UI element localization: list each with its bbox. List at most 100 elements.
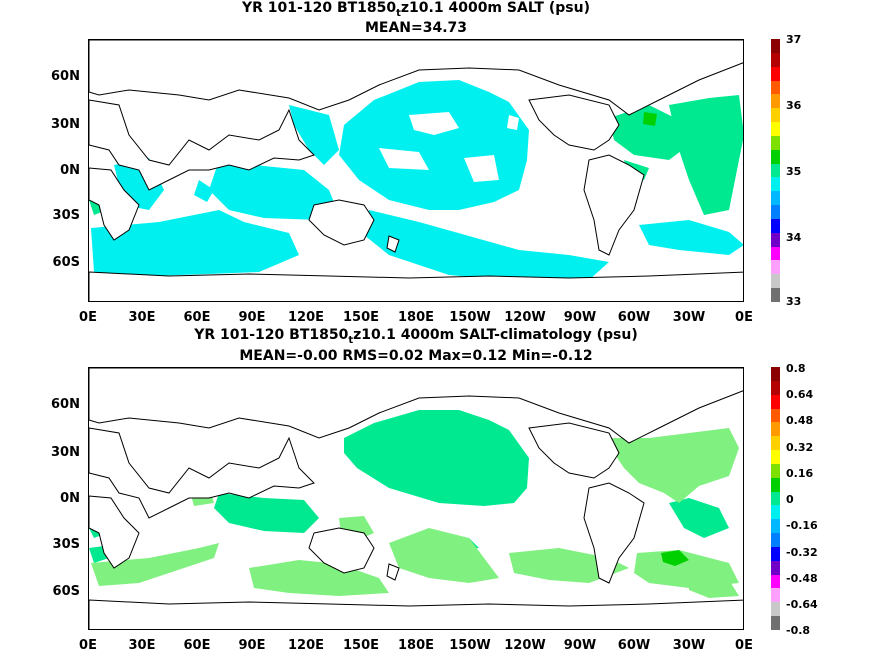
colorbar-segment (771, 588, 780, 603)
colorbar-segment (771, 177, 780, 192)
lon-label: 180E (397, 638, 435, 653)
panel2-subtitle: MEAN=-0.00 RMS=0.02 Max=0.12 Min=-0.12 (239, 348, 593, 364)
lon-label: 90E (238, 310, 266, 325)
lat-label: 60S (52, 255, 80, 270)
panel2-continents (89, 368, 743, 629)
lon-label: 30W (672, 638, 706, 653)
lon-label: 150W (449, 638, 491, 653)
colorbar-segment (771, 491, 780, 506)
colorbar-segment (771, 232, 780, 248)
colorbar-segment (771, 477, 780, 493)
colorbar-segment (771, 191, 780, 206)
panel1-subtitle: MEAN=34.73 (364, 20, 468, 36)
lat-label: 60N (51, 397, 80, 412)
colorbar-segment (771, 122, 780, 137)
colorbar-segment (771, 39, 780, 54)
colorbar-segment (771, 533, 780, 548)
lon-label: 60W (617, 638, 651, 653)
lat-label: 60N (51, 69, 80, 84)
lon-label: 120E (287, 638, 325, 653)
lon-label: 150E (342, 638, 380, 653)
colorbar-label: 33 (786, 295, 802, 308)
lon-label: 90W (563, 310, 597, 325)
panel1-colorbar (771, 39, 780, 303)
lon-label: 30E (128, 310, 156, 325)
colorbar-segment (771, 436, 780, 451)
panel2-map (88, 367, 744, 630)
panel1-high-salinity-field (89, 95, 743, 215)
colorbar-label: -0.32 (786, 546, 818, 559)
colorbar-segment (771, 546, 780, 562)
colorbar-segment (771, 108, 780, 123)
lon-label: 120W (504, 638, 546, 653)
colorbar-segment (771, 367, 780, 382)
lon-label: 30E (128, 638, 156, 653)
lon-label: 180E (397, 310, 435, 325)
colorbar-label: 34 (786, 231, 802, 244)
panel2-anomaly-field-green (661, 550, 689, 566)
panel2-title: YR 101-120 BT1850tz10.1 4000m SALT-clima… (194, 327, 638, 346)
lon-label: 60W (617, 310, 651, 325)
colorbar-label: -0.8 (786, 624, 811, 637)
colorbar-segment (771, 135, 780, 151)
colorbar-segment (771, 394, 780, 409)
colorbar-segment (771, 274, 780, 289)
panel1-map (88, 39, 744, 302)
colorbar-segment (771, 505, 780, 520)
colorbar-segment (771, 408, 780, 423)
colorbar-segment (771, 560, 780, 576)
lon-label: 60E (183, 310, 211, 325)
colorbar-segment (771, 205, 780, 220)
colorbar-segment (771, 80, 780, 95)
lat-label: 60S (52, 584, 80, 599)
colorbar-segment (771, 574, 780, 589)
lon-label: 120W (504, 310, 546, 325)
colorbar-label: 0.8 (786, 362, 806, 375)
panel1-title: YR 101-120 BT1850tz10.1 4000m SALT (psu) (242, 0, 590, 19)
colorbar-segment (771, 149, 780, 165)
colorbar-segment (771, 246, 780, 261)
colorbar-segment (771, 519, 780, 534)
lon-label: 0E (735, 638, 753, 653)
panel2-anomaly-field-light-green (91, 428, 739, 598)
lon-label: 90E (238, 638, 266, 653)
colorbar-segment (771, 66, 780, 81)
lon-label: 0E (79, 310, 97, 325)
panel1-continents (89, 40, 743, 301)
colorbar-label: 37 (786, 33, 802, 46)
lon-label: 150W (449, 310, 491, 325)
colorbar-label: 0 (786, 493, 794, 506)
lon-label: 0E (79, 638, 97, 653)
lon-label: 150E (342, 310, 380, 325)
colorbar-label: -0.16 (786, 519, 818, 532)
colorbar-segment (771, 422, 780, 437)
lat-label: 0N (60, 491, 80, 506)
panel2-colorbar (771, 367, 780, 631)
lat-label: 30N (51, 117, 80, 132)
colorbar-segment (771, 602, 780, 617)
colorbar-segment (771, 288, 780, 303)
colorbar-label: 0.32 (786, 441, 814, 454)
lat-label: 30N (51, 445, 80, 460)
colorbar-segment (771, 218, 780, 234)
lon-label: 90W (563, 638, 597, 653)
lat-label: 0N (60, 163, 80, 178)
colorbar-segment (771, 52, 780, 68)
colorbar-label: 35 (786, 165, 802, 178)
colorbar-segment (771, 163, 780, 178)
lat-label: 30S (52, 537, 80, 552)
lon-label: 60E (183, 638, 211, 653)
lat-label: 30S (52, 208, 80, 223)
colorbar-label: 36 (786, 99, 802, 112)
colorbar-label: -0.48 (786, 572, 818, 585)
lon-label: 0E (735, 310, 753, 325)
colorbar-segment (771, 450, 780, 465)
colorbar-segment (771, 94, 780, 109)
colorbar-segment (771, 616, 780, 631)
colorbar-segment (771, 260, 780, 275)
colorbar-label: 0.48 (786, 414, 814, 427)
lon-label: 30W (672, 310, 706, 325)
panel1-salinity-field (91, 80, 743, 280)
colorbar-label: 0.16 (786, 467, 814, 480)
lon-label: 120E (287, 310, 325, 325)
